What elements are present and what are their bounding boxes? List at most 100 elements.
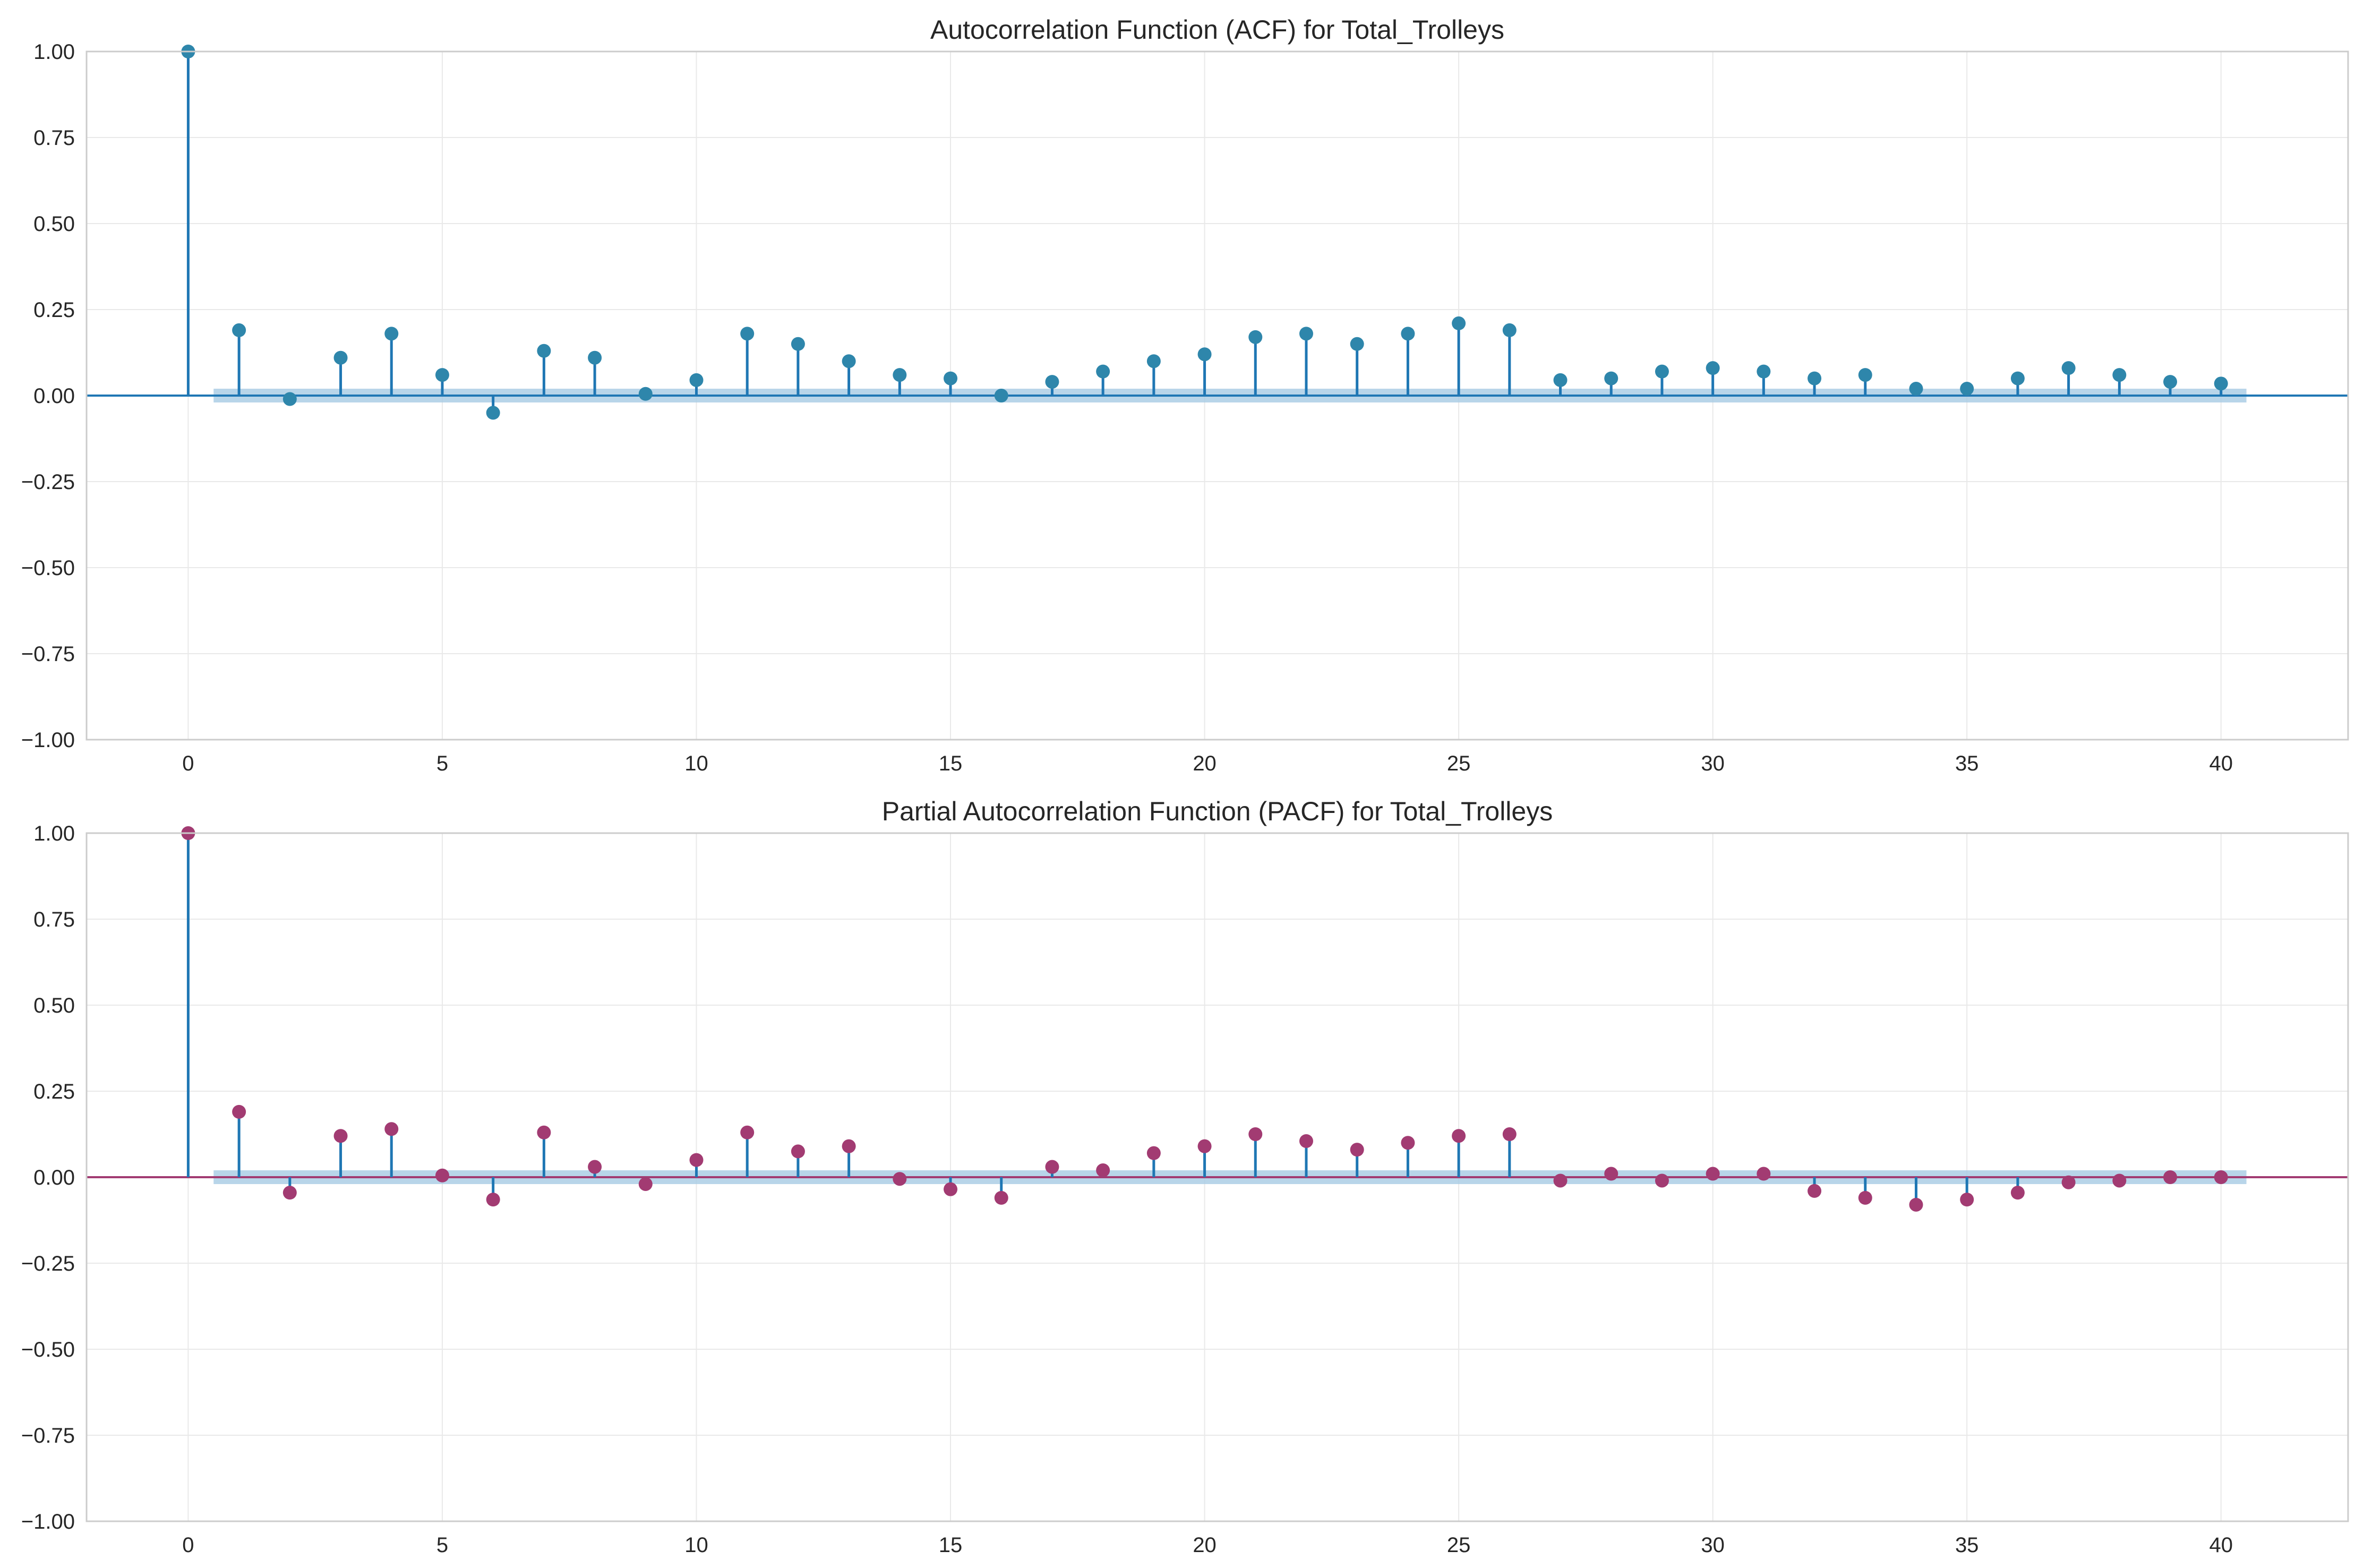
pacf-marker-lag-8 — [588, 1160, 602, 1174]
acf-marker-lag-33 — [1858, 368, 1872, 382]
pacf-marker-lag-12 — [791, 1144, 805, 1159]
pacf-marker-lag-22 — [1299, 1134, 1313, 1148]
pacf-marker-lag-16 — [994, 1190, 1008, 1205]
acf-marker-lag-4 — [384, 327, 399, 341]
acf-marker-lag-28 — [1604, 371, 1618, 385]
pacf-marker-lag-17 — [1045, 1160, 1059, 1174]
acf-marker-lag-35 — [1960, 382, 1974, 396]
pacf-marker-lag-27 — [1553, 1173, 1568, 1188]
acf-marker-lag-11 — [740, 327, 755, 341]
pacf-marker-lag-9 — [638, 1177, 653, 1191]
acf-marker-lag-5 — [435, 368, 449, 382]
acf-y-tick-label: 1.00 — [33, 40, 75, 64]
acf-marker-lag-40 — [2214, 376, 2228, 391]
pacf-marker-lag-10 — [689, 1153, 704, 1167]
pacf-y-tick-label: −0.50 — [21, 1338, 75, 1361]
acf-marker-lag-24 — [1401, 327, 1415, 341]
acf-y-tick-label: −1.00 — [21, 729, 75, 752]
pacf-marker-lag-31 — [1757, 1167, 1771, 1181]
pacf-marker-lag-2 — [282, 1186, 297, 1200]
pacf-marker-lag-6 — [486, 1193, 500, 1207]
pacf-marker-lag-28 — [1604, 1167, 1618, 1181]
acf-x-tick-label: 0 — [182, 752, 194, 775]
pacf-marker-lag-15 — [944, 1182, 958, 1196]
pacf-y-tick-label: 0.75 — [33, 908, 75, 931]
acf-x-tick-label: 30 — [1701, 752, 1725, 775]
acf-x-tick-label: 40 — [2209, 752, 2233, 775]
pacf-y-tick-label: 0.00 — [33, 1166, 75, 1189]
pacf-marker-lag-13 — [842, 1139, 856, 1153]
pacf-marker-lag-37 — [2061, 1175, 2076, 1189]
acf-x-tick-label: 25 — [1447, 752, 1471, 775]
acf-marker-lag-2 — [282, 392, 297, 406]
pacf-x-tick-label: 10 — [684, 1533, 708, 1557]
pacf-marker-lag-3 — [333, 1129, 348, 1143]
pacf-marker-lag-30 — [1706, 1167, 1720, 1181]
acf-marker-lag-15 — [944, 371, 958, 385]
acf-marker-lag-39 — [2163, 375, 2178, 389]
acf-marker-lag-38 — [2112, 368, 2127, 382]
acf-marker-lag-30 — [1706, 361, 1720, 375]
pacf-marker-lag-26 — [1502, 1127, 1517, 1141]
pacf-y-tick-label: −0.25 — [21, 1252, 75, 1275]
pacf-marker-lag-18 — [1096, 1163, 1110, 1178]
acf-marker-lag-20 — [1197, 347, 1212, 362]
pacf-marker-lag-23 — [1350, 1143, 1364, 1157]
pacf-x-tick-label: 30 — [1701, 1533, 1725, 1557]
pacf-marker-lag-1 — [232, 1104, 246, 1119]
acf-chart: 0 5 10 15 20 25 30 35 40 −1.00 −0.75 −0.50 −0.25 0.00… — [21, 15, 2349, 775]
acf-y-tick-label: 0.00 — [33, 384, 75, 408]
pacf-x-tick-label: 20 — [1193, 1533, 1217, 1557]
pacf-marker-lag-24 — [1401, 1136, 1415, 1150]
acf-marker-lag-17 — [1045, 375, 1059, 389]
acf-x-tick-label: 10 — [684, 752, 708, 775]
pacf-y-tick-label: 0.50 — [33, 994, 75, 1017]
pacf-chart: 0 5 10 15 20 25 30 35 40 −1.00 −0.75 −0.50 −0.25 0.00… — [21, 796, 2349, 1557]
acf-y-tick-label: −0.25 — [21, 470, 75, 494]
acf-marker-lag-32 — [1808, 371, 1822, 385]
pacf-marker-lag-19 — [1146, 1146, 1161, 1160]
pacf-marker-lag-4 — [384, 1122, 399, 1136]
pacf-x-tick-label: 35 — [1955, 1533, 1979, 1557]
acf-x-tick-label: 5 — [436, 752, 448, 775]
acf-marker-lag-16 — [994, 389, 1008, 402]
acf-y-tick-label: −0.50 — [21, 556, 75, 580]
pacf-x-tick-label: 40 — [2209, 1533, 2233, 1557]
acf-x-tick-label: 20 — [1193, 752, 1217, 775]
acf-chart-title: Autocorrelation Function (ACF) for Total… — [930, 15, 1504, 45]
acf-y-tick-label: 0.25 — [33, 298, 75, 322]
acf-marker-lag-22 — [1299, 327, 1313, 341]
acf-marker-lag-14 — [893, 368, 907, 382]
acf-marker-lag-6 — [486, 406, 500, 420]
pacf-marker-lag-35 — [1960, 1193, 1974, 1207]
acf-marker-lag-8 — [588, 350, 602, 365]
acf-marker-lag-18 — [1096, 364, 1110, 379]
pacf-marker-lag-21 — [1248, 1127, 1263, 1141]
acf-marker-lag-37 — [2061, 361, 2076, 375]
pacf-marker-lag-36 — [2010, 1186, 2025, 1200]
pacf-x-tick-label: 25 — [1447, 1533, 1471, 1557]
pacf-x-tick-label: 5 — [436, 1533, 448, 1557]
acf-marker-lag-3 — [333, 350, 348, 365]
pacf-x-tick-label: 15 — [939, 1533, 963, 1557]
acf-y-tick-label: −0.75 — [21, 642, 75, 666]
pacf-marker-lag-38 — [2112, 1173, 2127, 1188]
acf-marker-lag-9 — [638, 387, 653, 401]
acf-axes-frame — [85, 50, 2349, 741]
acf-marker-lag-36 — [2010, 371, 2025, 385]
acf-marker-lag-12 — [791, 337, 805, 351]
acf-marker-lag-21 — [1248, 330, 1263, 344]
pacf-marker-lag-20 — [1197, 1139, 1212, 1153]
acf-y-tick-label: 0.50 — [33, 212, 75, 236]
pacf-marker-lag-7 — [537, 1125, 551, 1139]
acf-marker-lag-26 — [1502, 323, 1517, 337]
pacf-marker-lag-25 — [1452, 1129, 1466, 1143]
pacf-marker-lag-40 — [2214, 1170, 2228, 1184]
acf-x-tick-label: 35 — [1955, 752, 1979, 775]
acf-marker-lag-1 — [232, 323, 246, 337]
pacf-marker-lag-29 — [1655, 1173, 1669, 1188]
pacf-marker-lag-33 — [1858, 1190, 1872, 1205]
pacf-x-tick-label: 0 — [182, 1533, 194, 1557]
acf-marker-lag-31 — [1757, 364, 1771, 379]
